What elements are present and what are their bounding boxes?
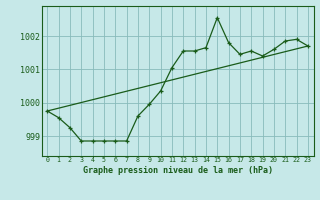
X-axis label: Graphe pression niveau de la mer (hPa): Graphe pression niveau de la mer (hPa): [83, 166, 273, 175]
